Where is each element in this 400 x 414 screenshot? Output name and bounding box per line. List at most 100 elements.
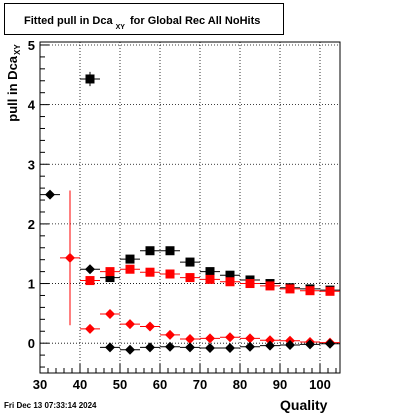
square-marker-point — [220, 270, 240, 280]
x-tick-label: 60 — [153, 377, 167, 392]
diamond-marker-point — [320, 338, 340, 349]
diamond-marker — [145, 342, 155, 353]
y-tick-label: 2 — [28, 217, 35, 232]
square-marker-point — [180, 257, 200, 267]
chart-title: Fitted pull in DcaXY for Global Rec All N… — [24, 15, 261, 31]
x-tick-label: 100 — [309, 377, 331, 392]
diamond-marker — [185, 342, 195, 353]
square-marker-point — [240, 279, 260, 289]
diamond-marker-point — [100, 342, 120, 353]
diamond-marker — [85, 323, 95, 334]
diamond-marker — [125, 319, 135, 330]
square-marker-point — [140, 246, 160, 256]
square-marker-point — [160, 269, 180, 279]
diamond-marker — [105, 342, 115, 353]
diamond-marker — [185, 334, 195, 345]
diamond-marker — [205, 333, 215, 344]
square-marker-point — [140, 267, 160, 277]
square-marker-point — [300, 286, 320, 296]
diamond-marker-point — [180, 334, 200, 345]
square-marker-point — [280, 284, 300, 294]
diamond-marker-point — [100, 308, 120, 319]
y-tick-label: 5 — [28, 38, 35, 53]
diamond-marker — [85, 264, 95, 275]
diamond-marker — [225, 332, 235, 343]
square-marker — [185, 257, 195, 267]
y-axis-label: pull in DcaXY — [5, 38, 25, 128]
diamond-marker — [65, 252, 75, 263]
y-tick-label: 4 — [28, 98, 36, 113]
diamond-marker-point — [40, 189, 60, 200]
square-marker-point — [320, 286, 340, 296]
diamond-marker-point — [180, 342, 200, 353]
diamond-marker — [165, 329, 175, 340]
diamond-marker-point — [160, 329, 180, 340]
square-marker — [225, 277, 235, 287]
diamond-marker-point — [200, 333, 220, 344]
square-marker — [145, 246, 155, 256]
square-marker-point — [100, 273, 120, 283]
square-marker — [265, 281, 275, 291]
diamond-marker — [265, 340, 275, 351]
square-marker — [105, 273, 115, 283]
y-axis-label-main: pull in Dca — [5, 55, 20, 122]
diamond-marker — [285, 339, 295, 350]
chart-title-main: Fitted pull in Dca — [24, 15, 113, 27]
diamond-marker-point — [60, 190, 80, 326]
x-axis-label: Quality — [280, 397, 328, 413]
diamond-marker-point — [280, 339, 300, 350]
title-box: Fitted pull in DcaXY for Global Rec All N… — [4, 3, 284, 35]
diamond-marker — [325, 338, 335, 349]
diamond-marker — [105, 308, 115, 319]
diamond-marker — [305, 339, 315, 350]
square-marker — [325, 286, 335, 296]
chart-title-rest: for Global Rec All NoHits — [129, 15, 261, 27]
timestamp: Fri Dec 13 07:33:14 2024 — [4, 401, 97, 410]
axis-ticks: 30 40 50 60 70 80 90 100 0 1 2 3 4 5 — [28, 38, 337, 392]
diamond-marker-point — [120, 319, 140, 330]
square-marker — [145, 267, 155, 277]
y-axis-label-subscript: XY — [13, 44, 22, 55]
y-tick-label: 1 — [28, 277, 35, 292]
diamond-marker — [245, 333, 255, 344]
square-marker — [205, 267, 215, 277]
diamond-marker-point — [80, 264, 100, 275]
diamond-marker — [45, 189, 55, 200]
square-marker — [85, 276, 95, 286]
square-marker — [125, 264, 135, 274]
x-tick-label: 90 — [273, 377, 287, 392]
diamond-marker-point — [140, 342, 160, 353]
x-tick-label: 40 — [73, 377, 87, 392]
square-marker-point — [260, 281, 280, 291]
diamond-marker-point — [220, 332, 240, 343]
diamond-marker — [125, 344, 135, 355]
diamond-marker-point — [220, 342, 240, 353]
square-marker — [305, 286, 315, 296]
square-marker — [245, 279, 255, 289]
square-marker-point — [80, 71, 100, 87]
y-tick-label: 3 — [28, 157, 35, 172]
y-tick-label: 0 — [28, 336, 35, 351]
square-marker-point — [80, 276, 100, 286]
x-tick-label: 30 — [33, 377, 47, 392]
square-marker — [225, 270, 235, 280]
square-marker — [85, 74, 95, 84]
plot-frame — [39, 41, 341, 374]
square-marker — [165, 246, 175, 256]
grid-lines — [40, 42, 340, 373]
diamond-marker-point — [80, 323, 100, 334]
square-marker-point — [200, 267, 220, 277]
x-tick-label: 80 — [233, 377, 247, 392]
square-marker — [185, 273, 195, 283]
chart-title-subscript: XY — [115, 24, 125, 31]
diamond-marker-point — [240, 341, 260, 352]
diamond-marker — [245, 341, 255, 352]
square-marker — [105, 267, 115, 277]
square-marker — [165, 269, 175, 279]
diamond-marker — [265, 335, 275, 346]
diamond-marker-point — [200, 342, 220, 353]
diamond-marker — [205, 342, 215, 353]
diamond-marker-point — [120, 344, 140, 355]
square-marker-point — [180, 273, 200, 283]
